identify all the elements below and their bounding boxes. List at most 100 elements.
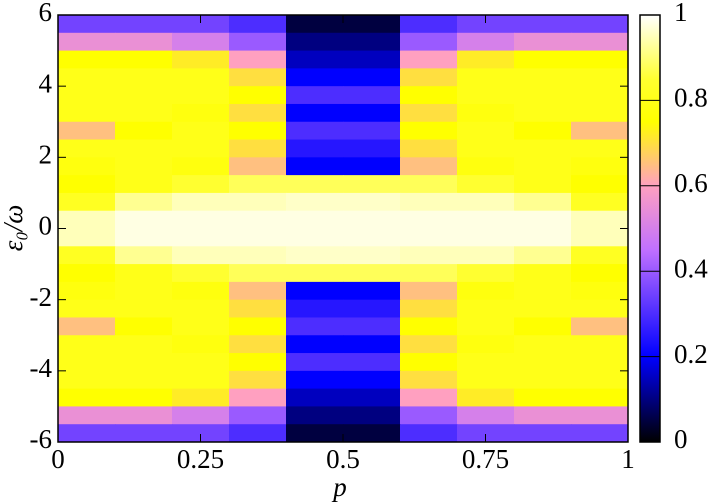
heatmap-cell — [286, 281, 344, 301]
heatmap-cell — [400, 103, 458, 123]
heatmap-cell — [571, 228, 629, 247]
heatmap-cell — [457, 353, 515, 372]
heatmap-cell — [286, 228, 344, 247]
heatmap-cell — [514, 210, 572, 229]
heatmap-cell — [400, 86, 458, 105]
heatmap-cell — [457, 121, 515, 141]
heatmap-cell — [343, 210, 401, 229]
heatmap-cell — [172, 335, 230, 354]
heatmap-cell — [286, 15, 344, 34]
heatmap-cell — [115, 388, 173, 407]
heatmap-cell — [457, 103, 515, 123]
heatmap-cell — [286, 246, 344, 265]
heatmap-cell — [115, 317, 173, 336]
heatmap-cell — [229, 281, 287, 301]
x-axis-label: p — [331, 472, 347, 502]
heatmap-cell — [286, 86, 344, 105]
heatmap-cell — [229, 264, 287, 283]
heatmap — [58, 15, 629, 443]
heatmap-cell — [115, 281, 173, 301]
heatmap-cell — [229, 32, 287, 52]
heatmap-cell — [457, 228, 515, 247]
heatmap-cell — [58, 139, 116, 158]
heatmap-cell — [286, 175, 344, 194]
heatmap-cell — [514, 121, 572, 141]
heatmap-cell — [172, 15, 230, 34]
heatmap-cell — [343, 264, 401, 283]
heatmap-cell — [115, 139, 173, 158]
heatmap-cell — [229, 317, 287, 336]
heatmap-cell — [58, 68, 116, 87]
heatmap-cell — [457, 139, 515, 158]
heatmap-cell — [58, 246, 116, 265]
heatmap-cell — [286, 299, 344, 318]
heatmap-cell — [571, 299, 629, 318]
heatmap-cell — [229, 15, 287, 34]
heatmap-cell — [571, 157, 629, 176]
heatmap-cell — [571, 370, 629, 390]
heatmap-cell — [343, 317, 401, 336]
heatmap-cell — [514, 32, 572, 52]
heatmap-cell — [400, 281, 458, 301]
heatmap-cell — [286, 424, 344, 443]
heatmap-cell — [514, 264, 572, 283]
heatmap-cell — [172, 139, 230, 158]
heatmap-cell — [115, 121, 173, 141]
heatmap-cell — [115, 210, 173, 229]
heatmap-cell — [514, 68, 572, 87]
heatmap-cell — [115, 370, 173, 390]
heatmap-cell — [172, 424, 230, 443]
heatmap-cell — [457, 264, 515, 283]
heatmap-cell — [343, 228, 401, 247]
heatmap-cell — [229, 86, 287, 105]
heatmap-cell — [58, 264, 116, 283]
heatmap-cell — [343, 370, 401, 390]
heatmap-cell — [571, 32, 629, 52]
colorbar-tick-label: 1 — [674, 0, 688, 27]
heatmap-cell — [571, 68, 629, 87]
y-tick-label: 6 — [39, 0, 53, 27]
heatmap-cell — [343, 424, 401, 443]
heatmap-cell — [400, 157, 458, 176]
heatmap-cell — [400, 175, 458, 194]
heatmap-cell — [115, 246, 173, 265]
heatmap-cell — [58, 370, 116, 390]
heatmap-cell — [172, 32, 230, 52]
heatmap-cell — [115, 353, 173, 372]
heatmap-cell — [343, 32, 401, 52]
heatmap-cell — [571, 175, 629, 194]
heatmap-cell — [58, 388, 116, 407]
heatmap-cell — [115, 32, 173, 52]
heatmap-cell — [286, 335, 344, 354]
heatmap-cell — [58, 86, 116, 105]
heatmap-cell — [115, 192, 173, 212]
heatmap-cell — [457, 86, 515, 105]
heatmap-cell — [457, 68, 515, 87]
heatmap-cell — [229, 50, 287, 69]
y-tick-label: 2 — [39, 140, 53, 170]
heatmap-cell — [400, 121, 458, 141]
heatmap-cell — [571, 15, 629, 34]
heatmap-cell — [115, 424, 173, 443]
heatmap-cell — [571, 264, 629, 283]
heatmap-cell — [229, 68, 287, 87]
heatmap-cell — [58, 281, 116, 301]
heatmap-cell — [400, 264, 458, 283]
heatmap-cell — [115, 175, 173, 194]
heatmap-cell — [58, 103, 116, 123]
heatmap-cell — [286, 370, 344, 390]
heatmap-cell — [571, 388, 629, 407]
heatmap-cell — [172, 246, 230, 265]
heatmap-cell — [229, 139, 287, 158]
y-tick-label: -2 — [30, 282, 53, 312]
heatmap-cell — [457, 406, 515, 425]
heatmap-cell — [58, 353, 116, 372]
heatmap-cell — [457, 50, 515, 69]
heatmap-cell — [457, 299, 515, 318]
heatmap-cell — [286, 139, 344, 158]
heatmap-cell — [172, 370, 230, 390]
heatmap-cell — [286, 121, 344, 141]
y-axis-label: ε₀/ω — [0, 205, 28, 252]
heatmap-cell — [571, 335, 629, 354]
heatmap-cell — [400, 317, 458, 336]
